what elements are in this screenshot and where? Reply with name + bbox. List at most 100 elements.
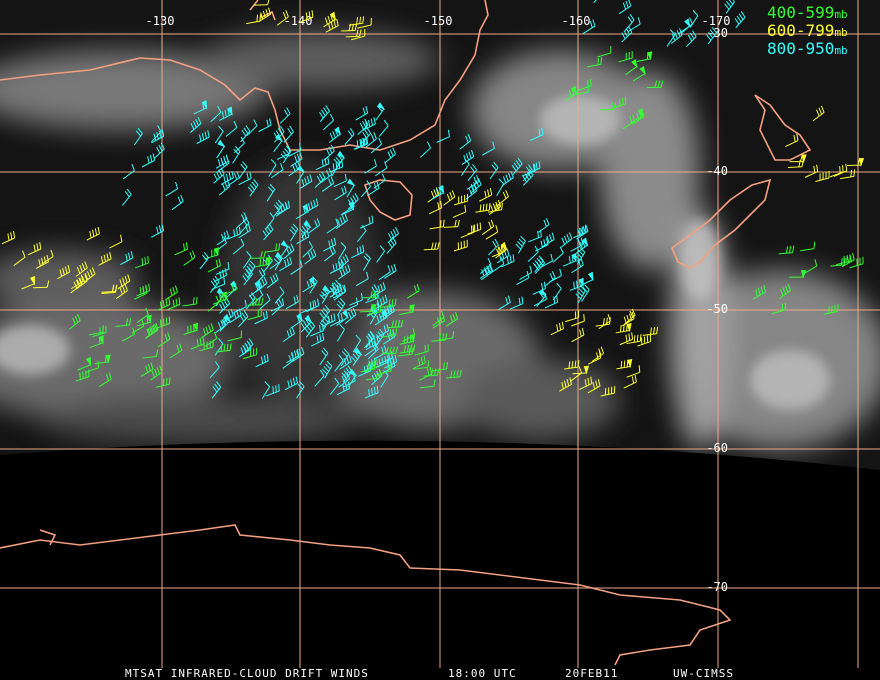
barb-staff (367, 290, 378, 301)
barb-staff (255, 263, 270, 268)
barb-staff (516, 277, 529, 286)
barb-tick (435, 187, 440, 195)
barb-tick (64, 266, 68, 274)
barb-tick (330, 239, 334, 247)
wind-barb (238, 223, 251, 239)
wind-barb (453, 239, 468, 252)
barb-tick (364, 118, 369, 126)
barb-tick (130, 251, 134, 259)
barb-tick (266, 293, 271, 301)
barb-tick (373, 360, 376, 368)
barb-tick (275, 202, 281, 209)
barb-tick (260, 251, 263, 259)
barb-pennant (223, 313, 231, 323)
barb-pennant (213, 247, 219, 257)
wind-barb (101, 284, 118, 293)
barb-pennant (353, 347, 363, 356)
barb-tick (483, 267, 487, 275)
barb-tick (345, 382, 348, 390)
barb-tick (339, 323, 345, 330)
barb-tick (371, 215, 374, 223)
barb-staff (339, 361, 352, 370)
wind-barb (706, 27, 717, 45)
barb-tick (199, 134, 202, 142)
barb-tick (244, 216, 250, 224)
barb-staff (380, 375, 389, 388)
barb-tick (270, 276, 274, 284)
barb-tick (395, 227, 399, 234)
wind-barb (364, 341, 377, 357)
barb-tick (195, 297, 198, 305)
barb-tick (359, 122, 364, 130)
wind-barb (284, 376, 299, 391)
barb-tick (250, 292, 256, 299)
wind-barb (299, 220, 312, 239)
barb-staff (537, 224, 550, 234)
barb-tick (363, 137, 366, 146)
wind-barb (789, 154, 807, 164)
barb-staff (153, 148, 165, 159)
barb-tick (555, 295, 559, 303)
barb-staff (75, 267, 88, 277)
wind-barb (785, 133, 799, 148)
barb-tick (728, 0, 734, 5)
wind-barb (109, 234, 123, 249)
barb-tick (147, 364, 151, 372)
wind-barb (575, 237, 589, 254)
wind-barb (577, 78, 592, 91)
barb-tick (468, 151, 472, 159)
wind-barb (443, 219, 460, 228)
barb-tick (79, 264, 83, 272)
barb-tick (534, 260, 540, 267)
barb-staff (115, 324, 130, 328)
barb-tick (309, 174, 313, 182)
barb-pennant (637, 108, 644, 118)
barb-tick (543, 219, 547, 227)
barb-tick (226, 156, 230, 164)
barb-staff (351, 251, 365, 259)
barb-staff (423, 374, 438, 377)
barb-tick (549, 234, 553, 242)
barb-tick (215, 260, 219, 268)
wind-barb (344, 307, 357, 324)
legend-entry: 400-599mb (767, 3, 848, 22)
barb-tick (202, 254, 208, 261)
barb-staff (466, 181, 479, 190)
barb-tick (267, 0, 270, 5)
barb-tick (277, 128, 283, 135)
barb-tick (269, 183, 276, 190)
wind-barb (378, 119, 389, 137)
barb-staff (841, 259, 855, 268)
barb-staff (597, 52, 612, 58)
barb-tick (272, 386, 274, 394)
barb-staff (544, 301, 558, 309)
barb-tick (628, 26, 633, 33)
barb-staff (621, 32, 633, 43)
barb-tick (335, 279, 341, 286)
barb-pennant (329, 11, 337, 21)
wind-barb (399, 304, 415, 316)
barb-staff (587, 385, 601, 394)
wind-barb (579, 376, 593, 391)
barb-staff (196, 136, 210, 144)
wind-barb (308, 218, 321, 234)
longitude-label: -170 (702, 14, 731, 28)
barb-staff (381, 334, 396, 338)
wind-barb (529, 127, 544, 141)
barb-tick (556, 324, 559, 332)
barb-pennant (626, 359, 633, 369)
wind-barb (381, 328, 398, 338)
barb-tick (287, 200, 291, 208)
wind-barb (238, 171, 252, 186)
barb-tick (310, 201, 314, 209)
barb-staff (812, 111, 825, 122)
wind-barb (355, 271, 369, 287)
barb-staff (399, 340, 414, 345)
barb-staff (815, 177, 830, 183)
barb-staff (375, 167, 388, 177)
barb-tick (154, 368, 158, 376)
barb-staff (689, 15, 699, 28)
wind-barb (376, 245, 386, 263)
barb-staff (414, 350, 429, 356)
barb-tick (240, 214, 246, 221)
